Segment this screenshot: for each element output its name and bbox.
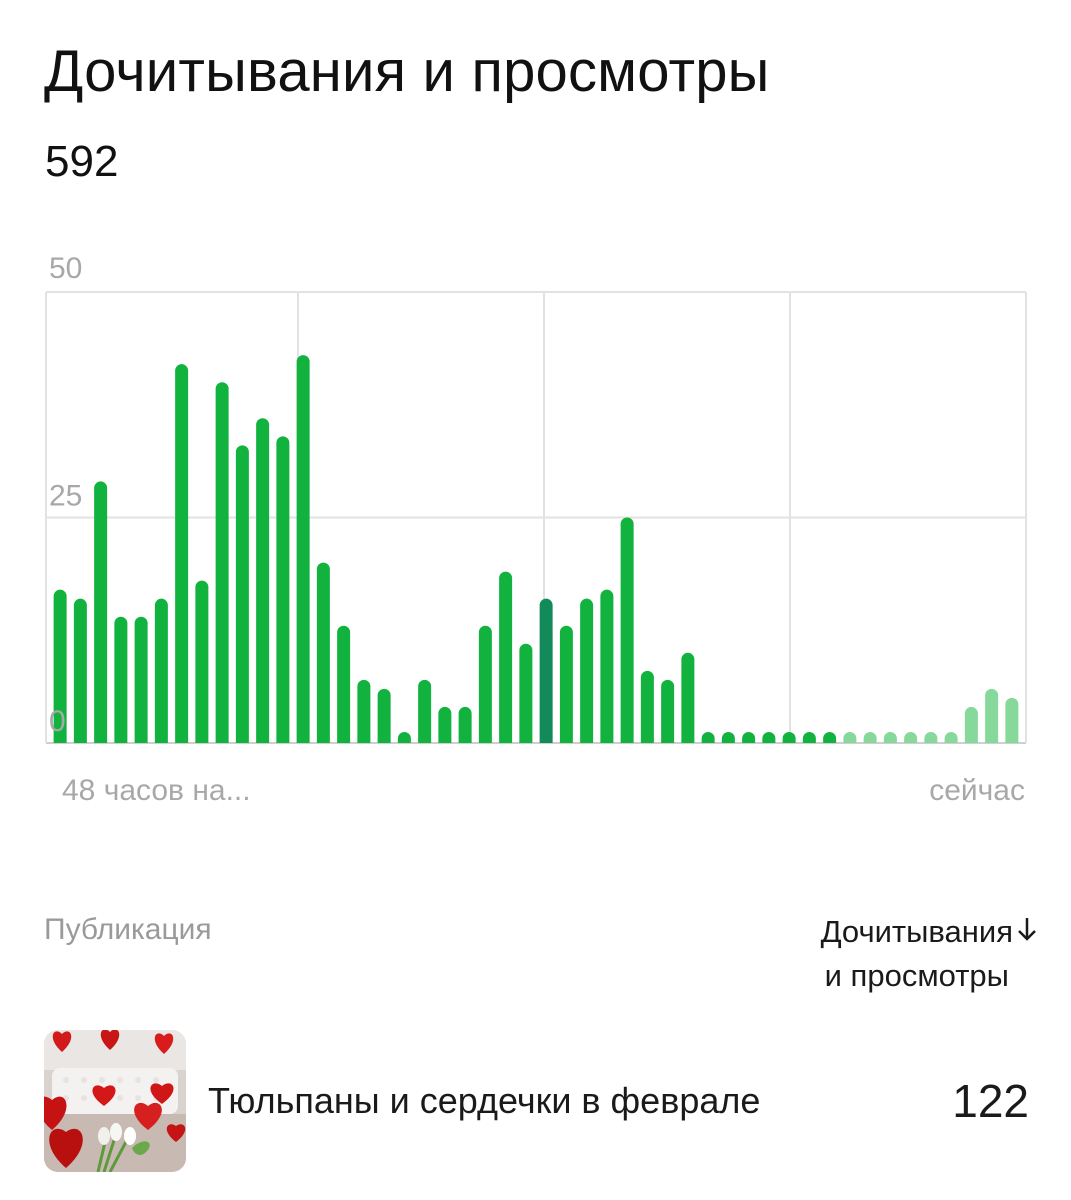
chart-bar: [418, 679, 432, 743]
publication-thumbnail: [44, 1030, 186, 1172]
chart-bar: [782, 731, 796, 743]
chart-bar: [539, 598, 553, 743]
bar-chart: 50 25 0 48 часов на... сейчас: [0, 240, 1071, 820]
metric-column-header[interactable]: Дочитывания и просмотры: [821, 910, 1037, 998]
chart-bar: [1005, 697, 1019, 743]
chart-bar: [316, 562, 330, 743]
chart-bar: [154, 598, 168, 743]
publication-title[interactable]: Тюльпаны и сердечки в феврале: [208, 1080, 761, 1121]
x-start-label: 48 часов на...: [62, 774, 251, 807]
y-tick-label: 0: [49, 705, 66, 738]
chart-bar: [357, 679, 371, 743]
metric-header-line2: и просмотры: [824, 958, 1009, 993]
chart-bar: [580, 598, 594, 743]
chart-bar: [235, 445, 249, 743]
publication-row[interactable]: Тюльпаны и сердечки в феврале 122: [44, 1030, 1029, 1175]
chart-bar: [964, 706, 978, 743]
chart-bar: [296, 355, 310, 743]
chart-bar: [661, 679, 675, 743]
chart-bar: [985, 688, 999, 743]
y-tick-label: 50: [49, 252, 82, 285]
metric-header-line1: Дочитывания: [820, 914, 1013, 949]
y-tick-label: 25: [49, 480, 82, 513]
page-title: Дочитывания и просмотры: [44, 39, 770, 104]
chart-bar: [823, 732, 837, 743]
chart-bar: [904, 731, 918, 743]
chart-bar: [742, 731, 756, 743]
total-count: 592: [45, 137, 119, 186]
chart-bar: [762, 731, 776, 743]
chart-bar: [175, 364, 189, 743]
chart-bar: [215, 382, 229, 743]
chart-bar: [397, 731, 411, 743]
chart-bar: [337, 625, 351, 743]
chart-bar: [620, 517, 634, 743]
x-end-label: сейчас: [929, 774, 1025, 807]
chart-bar: [519, 643, 533, 743]
arrow-down-icon: [1017, 910, 1037, 954]
chart-bar: [721, 731, 735, 743]
chart-bar: [802, 731, 816, 743]
chart-bar: [134, 616, 148, 743]
chart-bar: [195, 580, 209, 743]
chart-svg: 50 25 0 48 часов на... сейчас: [45, 252, 1027, 807]
chart-bar: [478, 625, 492, 743]
chart-bar: [73, 598, 87, 743]
chart-bar: [438, 706, 452, 743]
chart-bar: [883, 731, 897, 743]
chart-bar: [600, 589, 614, 743]
chart-bar: [701, 731, 715, 743]
chart-bar: [276, 436, 290, 743]
chart-bar: [640, 670, 654, 743]
chart-bar: [681, 652, 695, 743]
chart-bar: [499, 571, 513, 743]
chart-bar: [863, 731, 877, 743]
chart-bar: [377, 688, 391, 743]
chart-bar: [843, 731, 857, 743]
chart-bar: [53, 589, 67, 743]
chart-bar: [94, 481, 108, 743]
chart-bar: [944, 731, 958, 743]
chart-bar: [924, 731, 938, 743]
chart-bar: [559, 625, 573, 743]
chart-bar: [256, 418, 270, 743]
publication-column-header: Публикация: [44, 913, 212, 946]
chart-bar: [114, 616, 128, 743]
chart-bar: [458, 706, 472, 743]
publication-value: 122: [952, 1075, 1029, 1127]
